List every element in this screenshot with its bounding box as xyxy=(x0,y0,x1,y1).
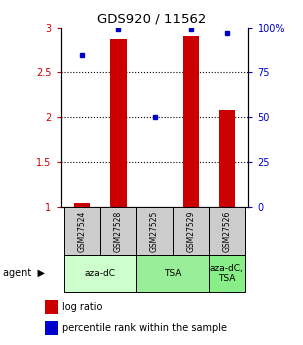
Bar xyxy=(64,255,136,292)
Text: GSM27528: GSM27528 xyxy=(114,210,123,252)
Text: aza-dC: aza-dC xyxy=(85,269,116,278)
Text: GSM27526: GSM27526 xyxy=(222,210,231,252)
Bar xyxy=(209,255,245,292)
Bar xyxy=(209,207,245,255)
Text: GSM27529: GSM27529 xyxy=(186,210,195,252)
Text: percentile rank within the sample: percentile rank within the sample xyxy=(62,323,227,333)
Text: GDS920 / 11562: GDS920 / 11562 xyxy=(97,12,206,25)
Text: GSM27525: GSM27525 xyxy=(150,210,159,252)
Bar xyxy=(74,203,90,207)
Text: aza-dC,
TSA: aza-dC, TSA xyxy=(210,264,244,283)
Bar xyxy=(110,39,127,207)
Bar xyxy=(64,207,100,255)
Text: agent  ▶: agent ▶ xyxy=(3,268,45,278)
Bar xyxy=(136,207,173,255)
Bar xyxy=(136,255,209,292)
Bar xyxy=(100,207,136,255)
Bar xyxy=(182,36,199,207)
Text: TSA: TSA xyxy=(164,269,181,278)
Bar xyxy=(173,207,209,255)
Text: GSM27524: GSM27524 xyxy=(78,210,87,252)
Bar xyxy=(219,110,235,207)
Text: log ratio: log ratio xyxy=(62,302,102,312)
